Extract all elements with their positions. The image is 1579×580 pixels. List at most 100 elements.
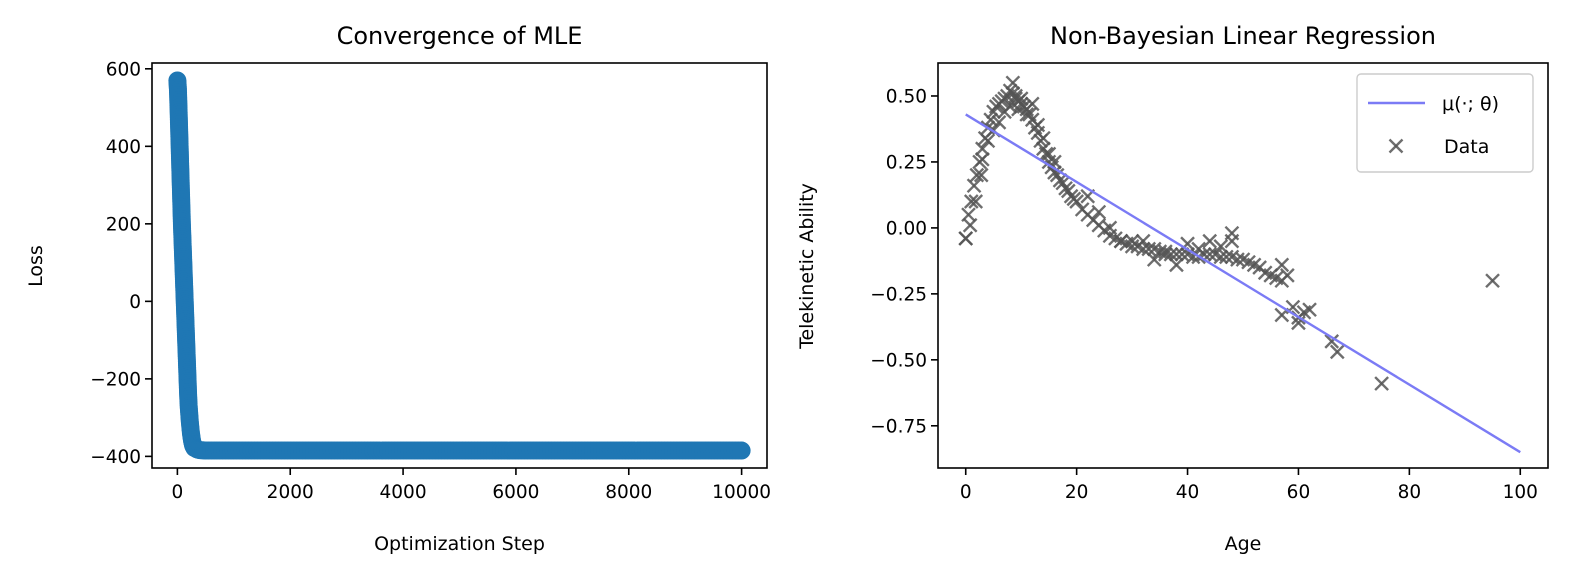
data-marker-stroke (1241, 254, 1256, 270)
loss-x-tick-label: 6000 (492, 482, 539, 503)
data-marker-stroke (1060, 183, 1076, 199)
loss-y-tick-label: 200 (106, 214, 141, 235)
data-marker-stroke (1202, 246, 1218, 262)
data-marker-stroke (963, 194, 979, 209)
data-marker-stroke (969, 167, 985, 183)
data-marker-stroke (1485, 273, 1500, 289)
data-marker-stroke (1008, 88, 1023, 104)
data-marker-stroke (1219, 249, 1234, 265)
data-marker-stroke (1030, 117, 1046, 133)
data-marker-stroke (1146, 241, 1162, 257)
regression-panel: Non-Bayesian Linear Regression 0 20 40 60 80… (796, 22, 1549, 555)
data-marker-stroke (1108, 231, 1123, 246)
regression-axes-frame (937, 62, 1549, 469)
data-marker-stroke (1024, 96, 1040, 112)
data-point (969, 167, 985, 183)
data-point (1011, 101, 1026, 117)
loss-x-tick-label: 10000 (712, 482, 771, 503)
data-marker-stroke (1102, 220, 1118, 236)
data-point (1005, 75, 1021, 91)
data-point (1113, 233, 1129, 249)
data-marker-stroke (1302, 302, 1317, 318)
data-marker-stroke (1022, 107, 1037, 122)
data-marker-stroke (1163, 246, 1179, 262)
loss-y-tick-label: −400 (90, 447, 141, 468)
data-marker-stroke (1146, 252, 1162, 267)
regression-y-tick-label: −0.50 (870, 350, 927, 371)
data-marker-stroke (1141, 241, 1157, 257)
data-marker-stroke (1185, 249, 1201, 265)
regression-y-tick-label: 0.25 (886, 152, 927, 173)
data-point (1091, 204, 1107, 220)
regression-y-axis-label: Telekinetic Ability (796, 183, 818, 350)
data-point (1274, 257, 1290, 273)
data-point (1302, 302, 1317, 318)
regression-x-tick-label: 100 (1503, 482, 1538, 503)
data-point (1485, 273, 1500, 289)
data-marker-stroke (966, 178, 982, 194)
data-point (962, 217, 978, 233)
data-point (1002, 99, 1018, 114)
regression-y-tick-label: −0.75 (870, 416, 927, 437)
data-point (1213, 239, 1229, 254)
legend-label-data: Data (1444, 136, 1489, 158)
data-marker-stroke (968, 194, 984, 209)
loss-y-tick-label: 600 (106, 59, 141, 80)
data-point (1024, 96, 1040, 112)
data-point (1169, 257, 1184, 273)
data-marker-stroke (983, 112, 999, 128)
data-point (973, 167, 989, 183)
data-point (966, 178, 982, 194)
data-point (1030, 117, 1046, 133)
regression-y-ticks: −0.75 −0.50 −0.25 0.00 0.25 0.50 (870, 86, 938, 437)
data-point (1374, 376, 1389, 391)
regression-y-tick-label: −0.25 (870, 284, 927, 305)
data-point (1102, 220, 1118, 236)
legend-label-fit: μ(·; θ) (1442, 93, 1499, 115)
data-point (963, 194, 979, 209)
regression-x-tick-label: 20 (1065, 482, 1089, 503)
data-point (1041, 146, 1057, 162)
data-marker-stroke (1011, 101, 1026, 117)
regression-y-tick-label: 0.50 (886, 86, 927, 107)
regression-line (965, 113, 1521, 454)
data-marker-stroke (1038, 146, 1054, 162)
data-point (1280, 268, 1295, 283)
data-marker-stroke (1374, 376, 1389, 391)
regression-x-tick-label: 40 (1176, 482, 1200, 503)
data-point (1202, 246, 1218, 262)
data-point (1036, 130, 1051, 146)
data-marker-stroke (980, 133, 996, 149)
data-marker-stroke (1280, 268, 1295, 283)
data-point (975, 151, 990, 167)
data-marker-stroke (962, 217, 978, 233)
data-point (1124, 233, 1140, 249)
data-marker-stroke (975, 151, 990, 167)
data-marker-stroke (1202, 233, 1218, 249)
data-point (1069, 194, 1084, 209)
data-point (991, 115, 1007, 130)
loss-axes-frame (151, 62, 768, 469)
data-marker-stroke (1135, 233, 1151, 249)
data-marker-stroke (1158, 246, 1173, 262)
legend-box (1356, 73, 1534, 173)
data-point (975, 141, 990, 157)
data-marker-stroke (1213, 249, 1229, 265)
data-marker-stroke (1169, 257, 1184, 273)
regression-chart-title: Non-Bayesian Linear Regression (1050, 22, 1436, 50)
loss-x-tick-label: 8000 (605, 482, 652, 503)
data-point (1185, 249, 1201, 265)
regression-x-tick-label: 0 (960, 482, 972, 503)
data-marker-stroke (1005, 75, 1021, 91)
loss-y-axis-label: Loss (25, 245, 47, 287)
data-point (1141, 241, 1157, 257)
data-marker-stroke (1019, 107, 1035, 122)
data-marker-stroke (1091, 204, 1107, 220)
data-point (1213, 249, 1229, 265)
data-marker-stroke (1246, 257, 1262, 273)
legend: μ(·; θ) Data (1356, 73, 1534, 173)
loss-x-ticks: 0 2000 4000 6000 8000 10000 (171, 468, 771, 503)
legend-marker-swatch (1388, 138, 1404, 154)
data-point (1324, 334, 1340, 349)
